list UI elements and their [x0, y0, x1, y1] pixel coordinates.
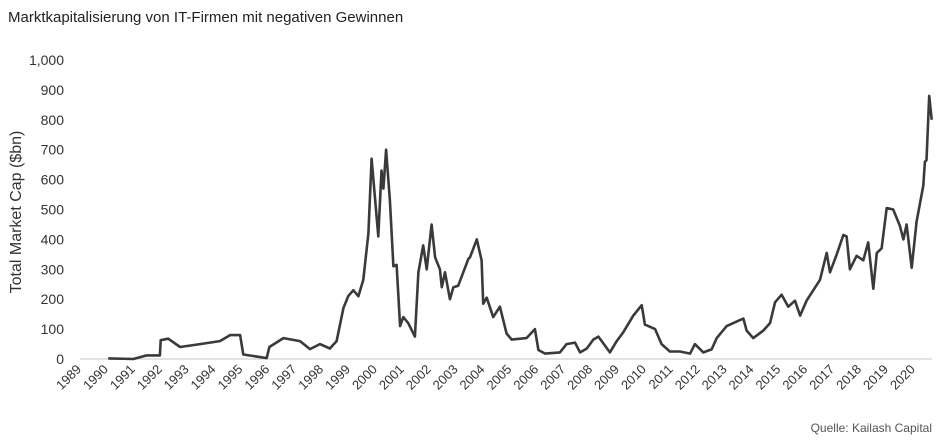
- x-tick-label: 2005: [483, 362, 514, 393]
- x-tick-label: 2012: [672, 362, 703, 393]
- x-tick-label: 2017: [806, 362, 837, 393]
- y-tick-label: 1,000: [29, 52, 64, 68]
- x-tick-label: 1998: [295, 362, 326, 393]
- chart-title: Marktkapitalisierung von IT-Firmen mit n…: [8, 9, 403, 26]
- x-tick-label: 2013: [699, 362, 730, 393]
- x-tick-label: 1993: [161, 362, 192, 393]
- x-tick-label: 2003: [430, 362, 461, 393]
- series-line-total-market-cap: [108, 94, 933, 361]
- y-tick-label: 300: [41, 261, 65, 277]
- y-tick-label: 0: [56, 351, 64, 367]
- x-tick-label: 1995: [214, 362, 245, 393]
- y-tick-label: 100: [41, 321, 65, 337]
- x-tick-label: 1997: [268, 362, 299, 393]
- source-note: Quelle: Kailash Capital: [811, 421, 932, 435]
- x-tick-label: 2006: [510, 362, 541, 393]
- x-tick-label: 1994: [188, 362, 219, 393]
- y-tick-label: 700: [41, 142, 65, 158]
- x-tick-label: 2019: [860, 362, 891, 393]
- y-tick-label: 500: [41, 202, 65, 218]
- x-tick-label: 1992: [134, 362, 165, 393]
- x-tick-label: 2009: [591, 362, 622, 393]
- x-tick-label: 2014: [726, 362, 757, 393]
- x-tick-label: 2008: [564, 362, 595, 393]
- y-axis-ticks: 0 100 200 300 400 500 600 700 800 900 1,000: [29, 52, 64, 367]
- x-tick-label: 2015: [752, 362, 783, 393]
- x-tick-label: 2002: [403, 362, 434, 393]
- x-tick-label: 2020: [887, 362, 918, 393]
- x-tick-label: 2007: [537, 362, 568, 393]
- y-tick-label: 800: [41, 112, 65, 128]
- x-tick-label: 1996: [241, 362, 272, 393]
- y-tick-label: 400: [41, 231, 65, 247]
- y-tick-label: 600: [41, 172, 65, 188]
- y-axis-label: Total Market Cap ($bn): [8, 131, 25, 294]
- x-tick-label: 2000: [349, 362, 380, 393]
- x-tick-label: 1990: [80, 362, 111, 393]
- x-tick-label: 2016: [779, 362, 810, 393]
- x-axis-ticks: 1989199019911992199319941995199619971998…: [53, 362, 918, 393]
- x-tick-label: 2010: [618, 362, 649, 393]
- y-tick-label: 200: [41, 291, 65, 307]
- x-tick-label: 2018: [833, 362, 864, 393]
- y-tick-label: 900: [41, 82, 65, 98]
- x-tick-label: 1991: [107, 362, 138, 393]
- x-tick-label: 2001: [376, 362, 407, 393]
- x-tick-label: 2004: [457, 362, 488, 393]
- x-tick-label: 1999: [322, 362, 353, 393]
- x-tick-label: 2011: [646, 362, 676, 392]
